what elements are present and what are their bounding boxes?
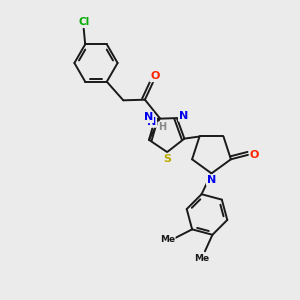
Text: O: O bbox=[150, 71, 160, 81]
Text: O: O bbox=[250, 150, 259, 160]
Text: H: H bbox=[158, 122, 166, 132]
Text: N: N bbox=[144, 112, 153, 122]
Text: Me: Me bbox=[194, 254, 209, 263]
Text: Cl: Cl bbox=[78, 17, 89, 27]
Text: N: N bbox=[207, 175, 216, 185]
Text: Me: Me bbox=[160, 235, 175, 244]
Text: N: N bbox=[147, 117, 156, 127]
Text: S: S bbox=[163, 154, 171, 164]
Text: N: N bbox=[179, 111, 188, 121]
